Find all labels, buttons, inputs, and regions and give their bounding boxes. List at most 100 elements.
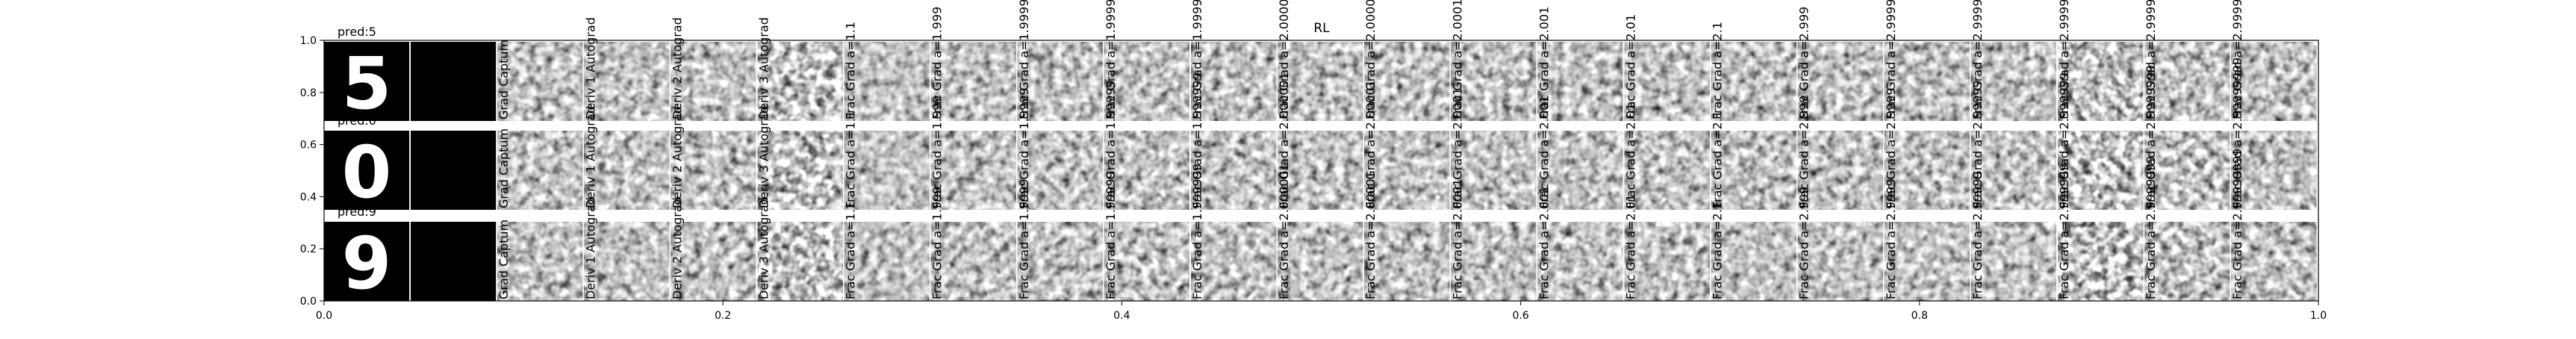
saliency-map — [2231, 222, 2317, 301]
digit-image — [324, 222, 410, 301]
column-label: Deriv 3 Autograd — [757, 17, 771, 119]
saliency-map — [2058, 131, 2144, 210]
x-tick-label: 0.8 — [1911, 310, 1928, 322]
saliency-map — [671, 131, 756, 210]
column-label: Frac Grad a=2.00001 — [1363, 80, 1378, 208]
column-label: Deriv 2 Autograd — [670, 197, 684, 299]
saliency-map — [1104, 131, 1189, 210]
column-label: Grad Captum — [497, 220, 511, 299]
column-label: Frac Grad a=2.1 — [1711, 202, 1725, 299]
column-label: Frac Grad a=2.0001 — [1450, 0, 1464, 119]
saliency-map — [1104, 42, 1189, 121]
column-label: Deriv 1 Autograd — [583, 197, 597, 299]
saliency-map — [930, 131, 1016, 210]
saliency-map — [1624, 222, 1710, 301]
saliency-map — [671, 222, 756, 301]
column-label: Frac Grad a=2.1 — [1711, 111, 1725, 208]
column-label: Deriv 2 Autograd — [670, 106, 684, 208]
column-label: Frac Grad a=2.9999 — [1884, 87, 1898, 208]
digit-glyph: 5 — [342, 42, 392, 125]
saliency-map — [1278, 222, 1363, 301]
column-label: Frac Grad a=2.999999 — [2057, 164, 2071, 299]
saliency-map — [930, 222, 1016, 301]
saliency-map — [1624, 42, 1710, 121]
column-label: Frac Grad a=2.000001 — [1277, 72, 1291, 208]
y-tick-label: 0.8 — [300, 87, 317, 99]
column-label: Frac Grad a=2.999 — [1797, 7, 1811, 119]
column-label: Frac Grad a=2.0001 — [1450, 178, 1464, 299]
x-tick-label: 0.0 — [316, 310, 332, 322]
column-label: Frac Grad a=2.99999999 — [2230, 57, 2244, 208]
column-label: Frac Grad a=2.9999999 — [2144, 156, 2158, 299]
column-label: Frac Grad a=1.9999 — [1017, 178, 1031, 299]
saliency-map — [1537, 222, 1623, 301]
saliency-map — [757, 222, 843, 301]
column-label: Frac Grad a=2.001 — [1537, 187, 1551, 299]
column-label: Frac Grad a=1.99999 — [1104, 0, 1118, 119]
column-label: Frac Grad a=2.99999 — [1970, 171, 1985, 299]
column-label: Frac Grad a=2.1 — [1711, 22, 1725, 119]
column-label: Deriv 3 Autograd — [757, 197, 771, 299]
saliency-map — [757, 42, 843, 121]
column-label: Frac Grad a=2.9999 — [1884, 178, 1898, 299]
saliency-map — [1364, 222, 1450, 301]
column-label: Frac Grad a=2.99999 — [1970, 80, 1985, 208]
saliency-map — [1711, 222, 1796, 301]
column-label: Frac Grad a=1.999999 — [1190, 0, 1204, 119]
column-label: Frac Grad a=2.00001 — [1363, 0, 1378, 119]
digit-glyph: 9 — [342, 222, 392, 305]
column-label: Frac Grad a=2.9999 — [1884, 0, 1898, 119]
saliency-map — [2144, 131, 2230, 210]
saliency-map — [584, 131, 670, 210]
x-tick-label: 0.2 — [715, 310, 731, 322]
saliency-map — [1884, 42, 1970, 121]
column-labels: Zero Grad Grad Captum Deriv 1 Autograd Deri… — [410, 0, 2244, 299]
saliency-map — [1970, 131, 2056, 210]
column-label: Frac Grad a=1.1 — [844, 202, 858, 299]
column-label: Frac Grad a=2.001 — [1537, 7, 1551, 119]
saliency-map — [1364, 42, 1450, 121]
column-label: Frac Grad a=2.999999 — [2057, 0, 2071, 119]
image-grid: 509 — [324, 42, 2317, 305]
axes-frame — [323, 40, 2319, 302]
column-label: Deriv 1 Autograd — [583, 106, 597, 208]
column-label: Frac Grad a=1.999 — [930, 7, 945, 119]
saliency-map — [1711, 131, 1796, 210]
column-label: Frac Grad a=2.999 — [1797, 96, 1811, 208]
saliency-map — [1017, 42, 1103, 121]
row-label: pred:0 — [337, 113, 376, 128]
digit-image — [324, 42, 410, 121]
column-label: Zero Grad — [410, 59, 424, 119]
zero-grad-image — [411, 131, 497, 210]
column-label: Frac Grad a=1.999999 — [1190, 164, 1204, 299]
x-tick-label: 1.0 — [2310, 310, 2327, 322]
saliency-map — [1451, 222, 1537, 301]
axes: 0.0 0.2 0.4 0.6 0.8 1.0 0.0 0.2 0.4 0.6 0.8 1.0 — [300, 35, 2327, 322]
saliency-map — [2231, 42, 2317, 121]
column-label: Zero Grad — [410, 148, 424, 208]
saliency-map — [671, 42, 756, 121]
column-label: Frac Grad a=2.000001 — [1277, 0, 1291, 119]
saliency-map — [1797, 222, 1883, 301]
saliency-map — [497, 42, 583, 121]
column-label: Frac Grad a=2.01 — [1624, 103, 1638, 208]
saliency-map — [1191, 131, 1277, 210]
saliency-map — [1017, 131, 1103, 210]
row-label: pred:5 — [337, 25, 376, 39]
saliency-map — [497, 222, 583, 301]
column-label: Frac Grad a=2.01 — [1624, 194, 1638, 299]
column-label: Frac Grad a=2.99999999 — [2230, 149, 2244, 299]
column-label: Deriv 3 Autograd — [757, 106, 771, 208]
column-label: Frac Grad a=1.1 — [844, 22, 858, 119]
x-tick-label: 0.6 — [1512, 310, 1528, 322]
saliency-map — [1537, 42, 1623, 121]
saliency-map — [2231, 131, 2317, 210]
column-label: Frac Grad a=2.0001 — [1450, 87, 1464, 208]
zero-grad-image — [411, 42, 497, 121]
column-label: Zero Grad — [410, 239, 424, 299]
column-label: Frac Grad a=1.99999 — [1104, 171, 1118, 299]
y-tick-label: 0.2 — [300, 243, 317, 255]
column-label: Frac Grad a=1.999999 — [1190, 72, 1204, 208]
column-label: Frac Grad a=2.9999999 — [2144, 65, 2158, 208]
saliency-map — [1451, 42, 1537, 121]
